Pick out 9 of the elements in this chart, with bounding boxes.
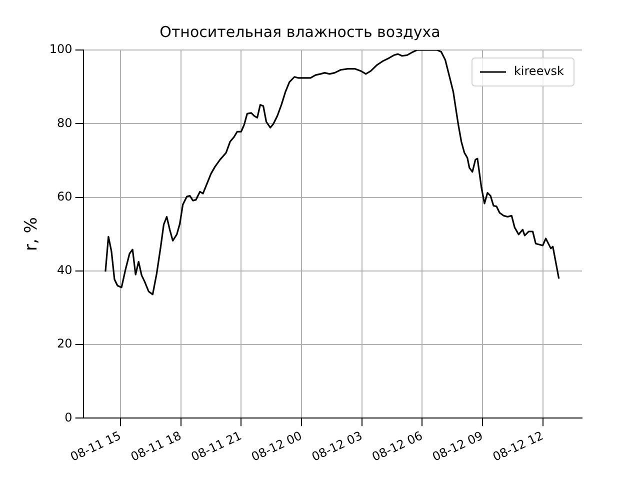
y-tick-label: 0 — [64, 410, 72, 424]
y-axis-title: r, % — [22, 217, 42, 252]
y-tick-label: 100 — [49, 42, 72, 56]
y-tick-label: 20 — [57, 336, 72, 351]
legend-label: kireevsk — [514, 64, 564, 78]
y-tick-label: 40 — [57, 263, 72, 278]
chart-title: Относительная влажность воздуха — [160, 22, 440, 41]
y-tick-label: 60 — [57, 189, 72, 204]
y-tick-label: 80 — [57, 116, 72, 130]
